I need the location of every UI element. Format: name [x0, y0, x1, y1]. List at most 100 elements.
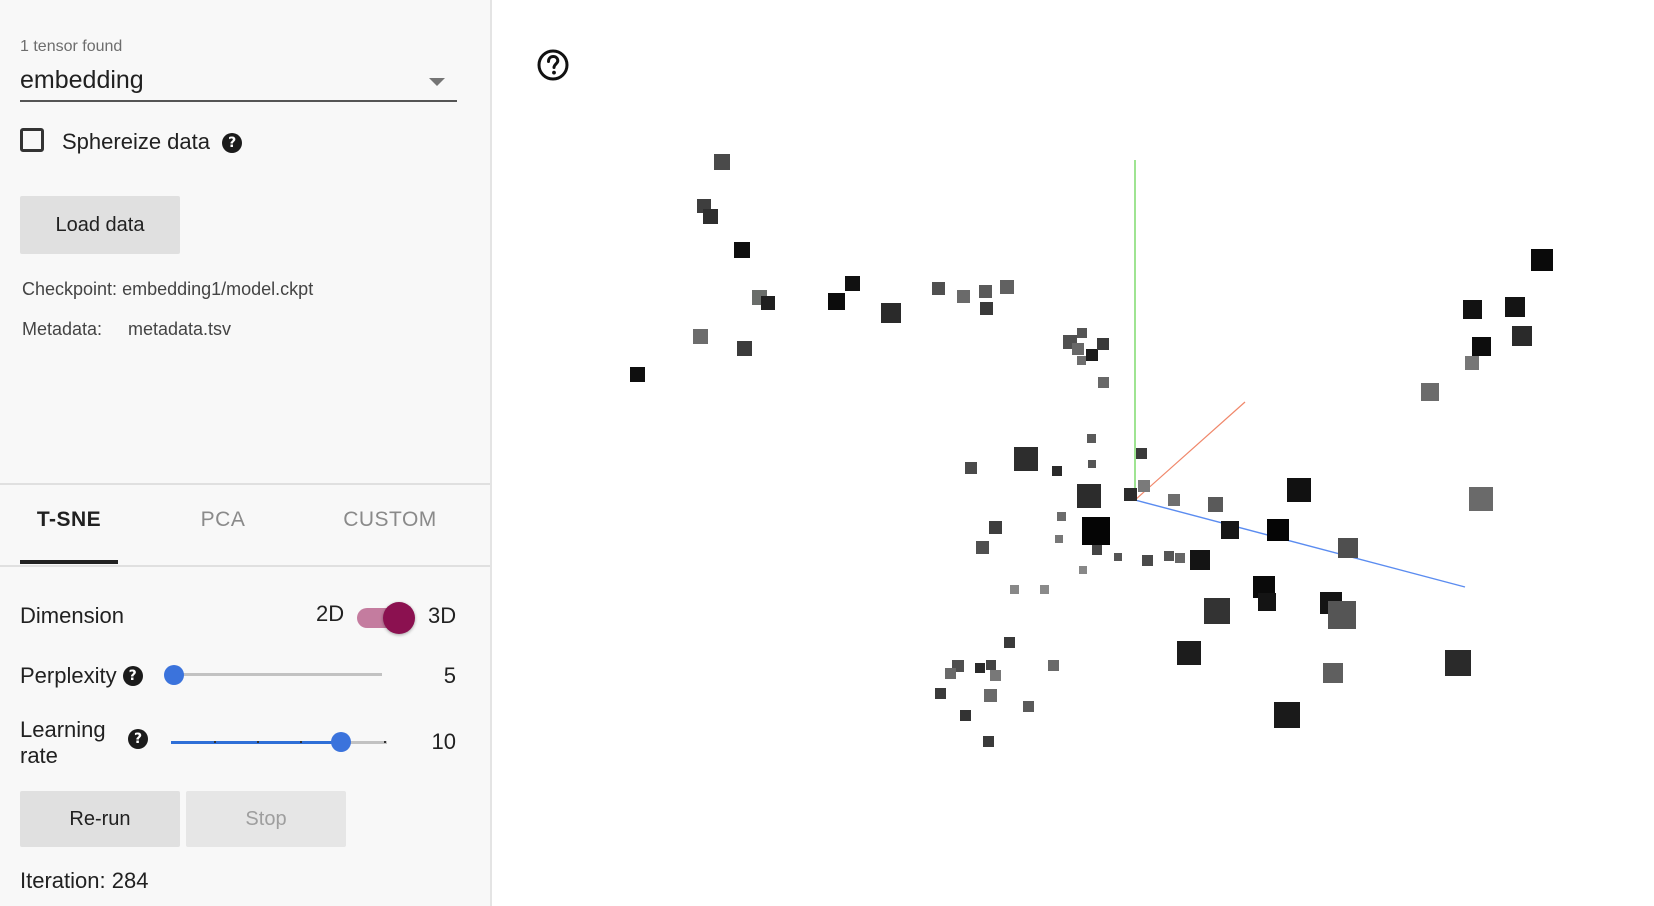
point-sprite: [1087, 434, 1096, 443]
chevron-down-icon: [429, 78, 445, 86]
point-sprite: [714, 154, 730, 170]
point-sprite: [630, 367, 645, 382]
point-sprite: [1048, 660, 1059, 671]
help-circle-outline-icon[interactable]: [537, 49, 569, 81]
point-sprite: [990, 670, 1001, 681]
metadata-value: metadata.tsv: [128, 319, 232, 339]
point-sprite: [1323, 663, 1343, 683]
tab-custom[interactable]: CUSTOM: [343, 508, 437, 531]
iteration-count: Iteration: 284: [20, 868, 149, 893]
point-sprite: [1114, 553, 1122, 561]
tab-pca[interactable]: PCA: [200, 508, 246, 531]
point-sprite: [986, 660, 996, 670]
point-sprite: [1088, 460, 1096, 468]
point-sprite: [1138, 480, 1150, 492]
point-sprite: [979, 285, 992, 298]
point-sprite: [1208, 497, 1223, 512]
point-sprite: [960, 710, 971, 721]
point-sprite: [1010, 585, 1019, 594]
point-sprite: [1175, 553, 1185, 563]
point-sprite: [1136, 448, 1147, 459]
point-sprite: [1092, 545, 1102, 555]
perplexity-slider-track[interactable]: [174, 673, 382, 676]
point-sprite: [1055, 535, 1063, 543]
slider-tick: [300, 741, 302, 743]
point-sprite: [965, 462, 977, 474]
load-data-button[interactable]: Load data: [20, 196, 180, 254]
point-sprite: [1421, 383, 1439, 401]
embedding-points: [630, 154, 1553, 747]
point-sprite: [1512, 326, 1532, 346]
point-sprite: [989, 521, 1002, 534]
perplexity-label: Perplexity ?: [20, 663, 143, 689]
point-sprite: [1177, 641, 1201, 665]
checkpoint-label: Checkpoint:: [22, 279, 118, 299]
point-sprite: [693, 329, 708, 344]
z-axis-line: [1134, 401, 1246, 501]
point-sprite: [1082, 517, 1110, 545]
point-sprite: [935, 688, 946, 699]
point-sprite: [734, 242, 750, 258]
dimension-label: Dimension: [20, 603, 124, 628]
point-sprite: [1014, 447, 1038, 471]
learning-rate-slider-fill: [171, 741, 341, 744]
slider-tick: [257, 741, 259, 743]
stop-button[interactable]: Stop: [186, 791, 346, 847]
point-sprite: [1077, 328, 1087, 338]
point-sprite: [1164, 551, 1174, 561]
point-sprite: [1057, 512, 1066, 521]
point-sprite: [1221, 521, 1239, 539]
tensor-count: 1 tensor found: [20, 38, 123, 55]
point-sprite: [845, 276, 860, 291]
point-sprite: [1023, 701, 1034, 712]
sphereize-checkbox[interactable]: [20, 128, 44, 152]
dimension-2d-label: 2D: [316, 601, 345, 626]
point-sprite: [1463, 300, 1482, 319]
tabs-divider: [0, 565, 490, 567]
point-sprite: [1077, 484, 1101, 508]
point-sprite: [1072, 343, 1084, 355]
point-sprite: [1079, 566, 1087, 574]
learning-rate-value: 10: [431, 729, 456, 754]
learning-rate-label-line1: Learning: [20, 717, 106, 742]
point-sprite: [737, 341, 752, 356]
perplexity-value: 5: [443, 663, 456, 688]
help-icon[interactable]: ?: [222, 133, 243, 153]
point-sprite: [1338, 538, 1358, 558]
point-sprite: [1004, 637, 1015, 648]
dimension-toggle-thumb[interactable]: [383, 602, 415, 634]
point-sprite: [1267, 519, 1289, 541]
active-tab-indicator: [20, 560, 118, 564]
tensor-select-value: embedding: [20, 66, 144, 94]
learning-rate-label-line2: rate: [20, 743, 58, 768]
perplexity-label-text: Perplexity: [20, 663, 117, 688]
point-sprite: [1465, 356, 1479, 370]
point-sprite: [1287, 478, 1311, 502]
point-sprite: [881, 303, 901, 323]
point-sprite: [1040, 585, 1049, 594]
point-sprite: [945, 668, 956, 679]
point-sprite: [1328, 601, 1356, 629]
perplexity-slider-thumb[interactable]: [164, 665, 184, 685]
point-sprite: [983, 736, 994, 747]
point-sprite: [1124, 488, 1137, 501]
section-divider: [0, 483, 490, 485]
point-sprite: [1274, 702, 1300, 728]
help-icon[interactable]: ?: [122, 666, 143, 686]
projector-canvas[interactable]: [494, 0, 1654, 906]
checkpoint-info: Checkpoint: embedding1/model.ckpt: [22, 279, 313, 300]
tensor-select[interactable]: embedding: [20, 62, 457, 102]
sphereize-label: Sphereize data: [62, 129, 210, 154]
point-sprite: [975, 663, 985, 673]
rerun-button[interactable]: Re-run: [20, 791, 180, 847]
slider-tick: [384, 741, 386, 743]
point-sprite: [1052, 466, 1062, 476]
point-sprite: [761, 296, 775, 310]
learning-rate-slider-thumb[interactable]: [331, 732, 351, 752]
help-icon[interactable]: ?: [128, 729, 148, 749]
tab-tsne[interactable]: T-SNE: [36, 508, 102, 531]
point-sprite: [1142, 555, 1153, 566]
point-sprite: [1097, 338, 1109, 350]
point-sprite: [1253, 576, 1275, 598]
point-sprite: [957, 290, 970, 303]
